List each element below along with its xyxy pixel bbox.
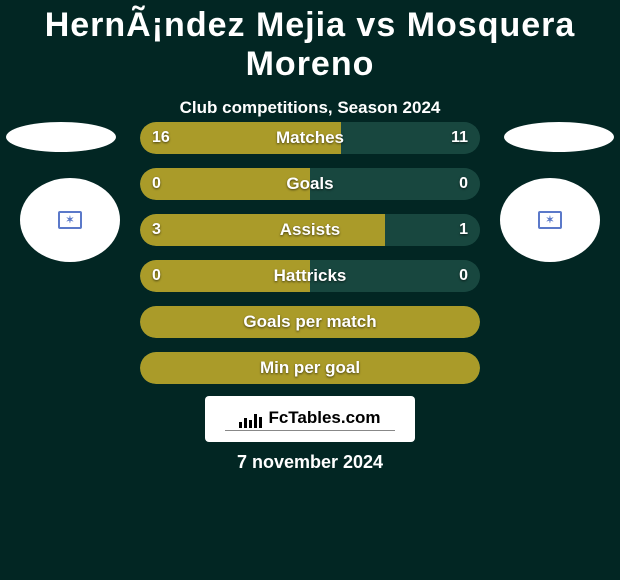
stat-label: Assists bbox=[140, 214, 480, 246]
comparison-bars: 1611Matches 00Goals 31Assists 00Hattricks Go… bbox=[140, 122, 480, 398]
shield-icon: ✶ bbox=[58, 211, 82, 229]
stat-row-min-per-goal: Min per goal bbox=[140, 352, 480, 384]
stat-row-goals-per-match: Goals per match bbox=[140, 306, 480, 338]
stat-row-assists: 31Assists bbox=[140, 214, 480, 246]
shield-icon: ✶ bbox=[538, 211, 562, 229]
stat-row-hattricks: 00Hattricks bbox=[140, 260, 480, 292]
fctables-logo: FcTables.com bbox=[205, 396, 415, 442]
player-left-crest: ✶ bbox=[20, 178, 120, 262]
date-label: 7 november 2024 bbox=[0, 452, 620, 473]
player-right-crest: ✶ bbox=[500, 178, 600, 262]
stat-label: Hattricks bbox=[140, 260, 480, 292]
stat-label: Goals bbox=[140, 168, 480, 200]
stat-label: Matches bbox=[140, 122, 480, 154]
player-left-ellipse bbox=[6, 122, 116, 152]
stat-label: Min per goal bbox=[140, 352, 480, 384]
logo-text: FcTables.com bbox=[268, 408, 380, 428]
page-title: HernÃ¡ndez Mejia vs Mosquera Moreno bbox=[0, 0, 620, 84]
bar-chart-icon bbox=[239, 414, 262, 428]
stat-row-matches: 1611Matches bbox=[140, 122, 480, 154]
logo-underline bbox=[225, 430, 395, 431]
subtitle: Club competitions, Season 2024 bbox=[0, 98, 620, 118]
player-right-ellipse bbox=[504, 122, 614, 152]
stat-label: Goals per match bbox=[140, 306, 480, 338]
stat-row-goals: 00Goals bbox=[140, 168, 480, 200]
